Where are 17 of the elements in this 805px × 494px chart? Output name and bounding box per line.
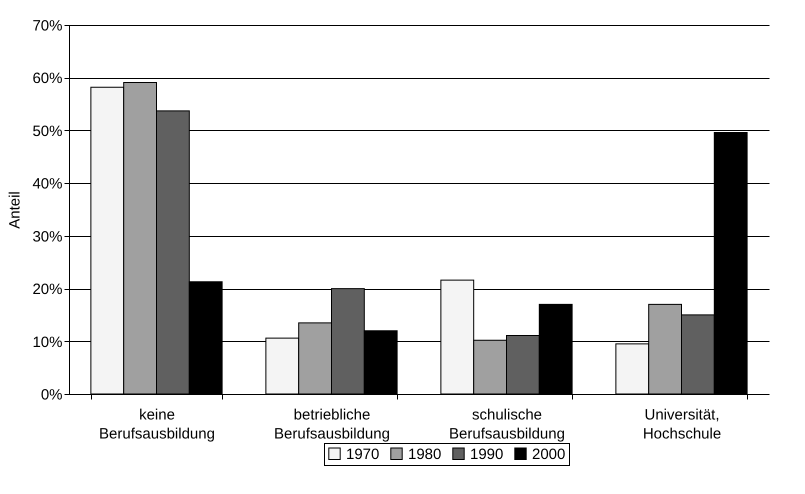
x-tick-label: schulische Berufsausbildung [449, 406, 565, 442]
y-tick-label: 0% [40, 386, 62, 404]
legend-label: 1970 [346, 446, 380, 463]
x-tick-label: betriebliche Berufsausbildung [274, 406, 390, 442]
x-tick-label: Universität, Hochschule [642, 406, 722, 442]
x-tick-label: keine Berufsausbildung [99, 406, 215, 442]
y-tick-label: 70% [32, 18, 62, 34]
legend-label: 2000 [532, 446, 566, 463]
legend-label: 1990 [470, 446, 504, 463]
y-tick-label: 30% [32, 228, 62, 246]
y-axis-title: Anteil [6, 191, 24, 229]
y-tick-label: 40% [32, 176, 62, 193]
y-tick-label: 50% [32, 122, 62, 140]
y-tick-label: 60% [32, 70, 62, 88]
legend-label: 1980 [408, 446, 442, 463]
y-tick-label: 20% [32, 281, 62, 298]
y-tick-label: 10% [32, 334, 62, 351]
